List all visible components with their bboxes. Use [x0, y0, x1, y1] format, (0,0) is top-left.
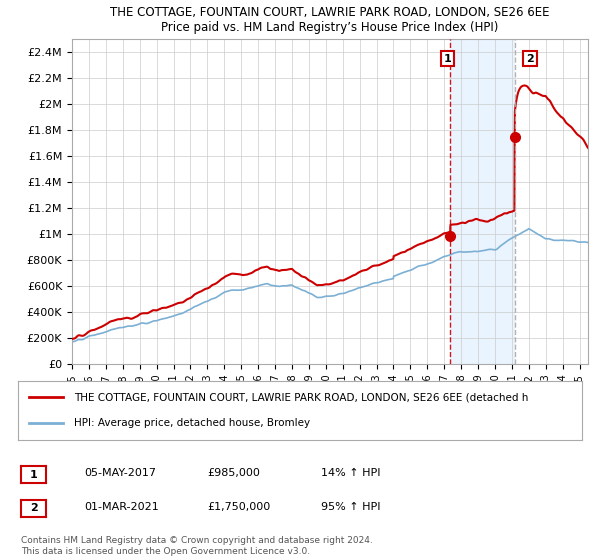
Text: £1,750,000: £1,750,000	[207, 502, 270, 512]
Text: THE COTTAGE, FOUNTAIN COURT, LAWRIE PARK ROAD, LONDON, SE26 6EE (detached h: THE COTTAGE, FOUNTAIN COURT, LAWRIE PARK…	[74, 392, 529, 402]
Text: 01-MAR-2021: 01-MAR-2021	[84, 502, 159, 512]
Text: 2: 2	[526, 54, 534, 64]
Text: 2: 2	[30, 503, 37, 514]
Text: 05-MAY-2017: 05-MAY-2017	[84, 468, 156, 478]
Text: £985,000: £985,000	[207, 468, 260, 478]
Text: 1: 1	[30, 470, 37, 480]
Text: HPI: Average price, detached house, Bromley: HPI: Average price, detached house, Brom…	[74, 418, 311, 428]
Text: 1: 1	[444, 54, 451, 64]
Text: Contains HM Land Registry data © Crown copyright and database right 2024.
This d: Contains HM Land Registry data © Crown c…	[21, 536, 373, 556]
Text: 14% ↑ HPI: 14% ↑ HPI	[321, 468, 380, 478]
Bar	[450, 39, 515, 364]
Text: 95% ↑ HPI: 95% ↑ HPI	[321, 502, 380, 512]
Title: THE COTTAGE, FOUNTAIN COURT, LAWRIE PARK ROAD, LONDON, SE26 6EE
Price paid vs. H: THE COTTAGE, FOUNTAIN COURT, LAWRIE PARK…	[110, 6, 550, 34]
